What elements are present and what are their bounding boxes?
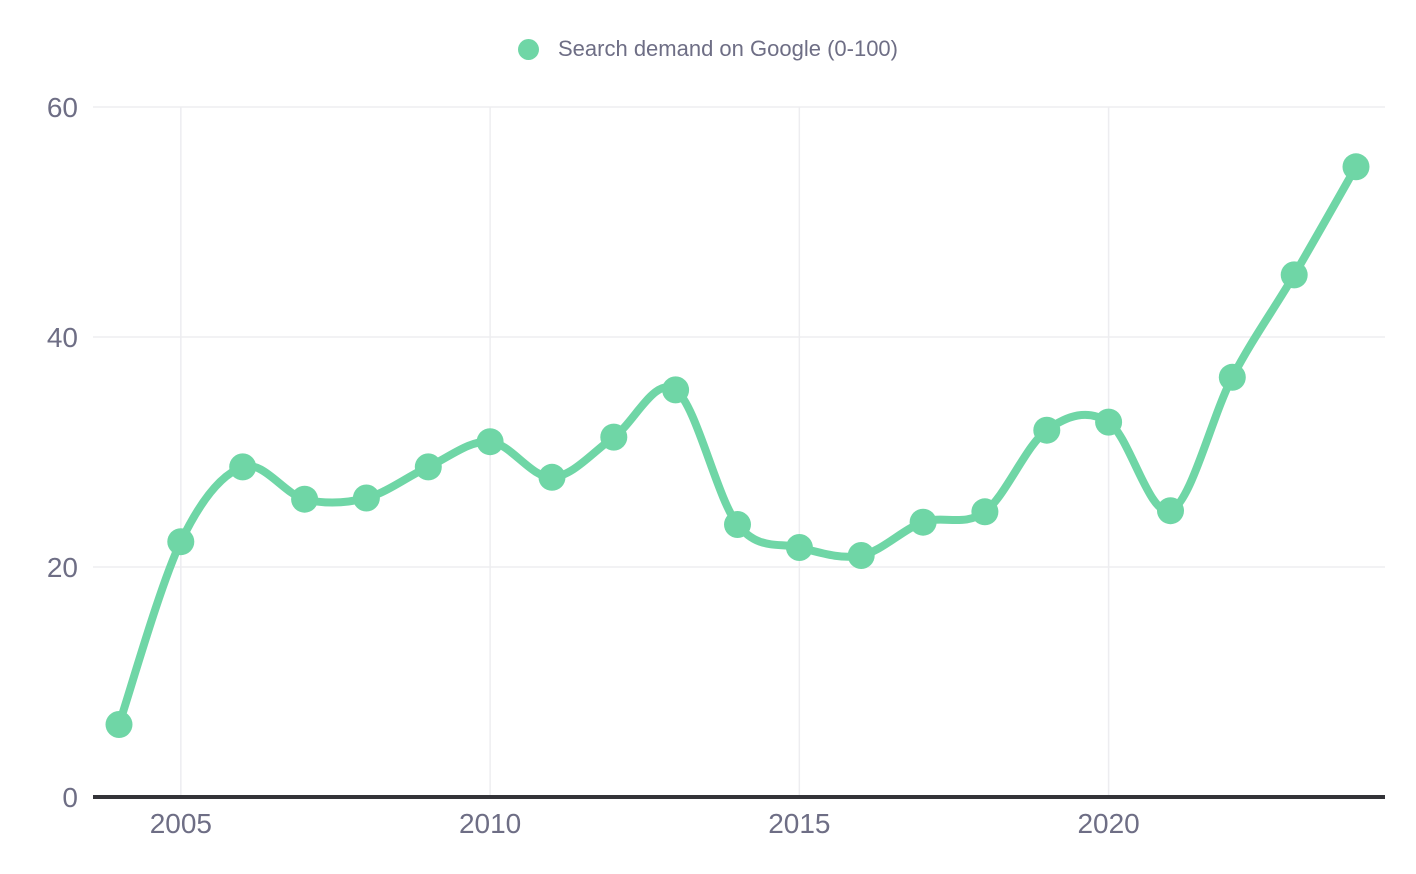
data-point[interactable] [1033,416,1061,444]
data-point[interactable] [600,423,628,451]
data-point[interactable] [847,542,875,569]
series-line [115,162,1360,729]
data-point[interactable] [1280,261,1308,289]
data-point[interactable] [1342,153,1370,181]
y-axis-tick-label: 40 [47,322,78,353]
data-point[interactable] [538,463,566,491]
data-point[interactable] [105,711,133,738]
data-point[interactable] [476,428,504,456]
legend-item-search-demand[interactable]: Search demand on Google (0-100) [518,36,898,62]
data-point[interactable] [909,508,937,536]
data-point[interactable] [229,453,257,481]
data-point[interactable] [724,511,751,538]
legend: Search demand on Google (0-100) [0,36,1416,62]
data-point[interactable] [414,453,442,481]
data-point[interactable] [785,534,813,561]
x-axis-tick-label: 2005 [150,808,212,839]
x-axis-tick-label: 2015 [768,808,830,839]
x-axis-tick-label: 2020 [1077,808,1139,839]
legend-marker-icon [518,38,539,60]
data-point[interactable] [971,498,999,526]
data-point[interactable] [291,485,319,513]
data-point[interactable] [1157,497,1184,525]
data-point[interactable] [1218,363,1246,391]
legend-label: Search demand on Google (0-100) [558,36,898,61]
x-axis-tick-label: 2010 [459,808,521,839]
data-point[interactable] [167,528,195,556]
y-axis-tick-label: 60 [47,92,78,123]
data-point[interactable] [662,376,690,404]
y-axis-tick-label: 20 [47,552,78,583]
data-point[interactable] [1095,408,1123,436]
data-point[interactable] [352,484,380,512]
y-axis-tick-label: 0 [62,782,78,813]
